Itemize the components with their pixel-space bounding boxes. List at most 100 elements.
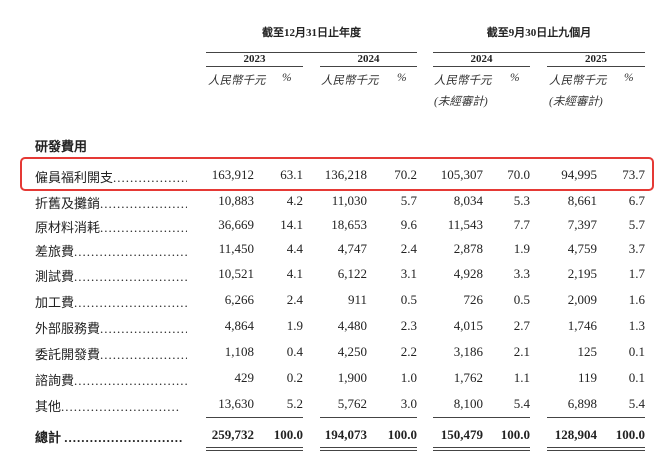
cell: 105,307: [440, 167, 483, 182]
cell: 10,883: [218, 193, 254, 208]
cell: 13,630: [218, 396, 254, 411]
cell: 5.2: [286, 396, 303, 411]
cell: 0.5: [400, 292, 417, 307]
divider: [206, 52, 417, 53]
cell: 4,928: [453, 266, 483, 281]
divider: [612, 447, 645, 448]
total-row: 總計 ............................ 259,732 …: [35, 427, 645, 445]
cell: 94,995: [561, 167, 597, 182]
cell: 100.0: [387, 427, 417, 442]
cell: 726: [463, 292, 484, 307]
cell: 6,898: [567, 396, 597, 411]
cell: 3.7: [628, 241, 645, 256]
divider: [433, 52, 645, 53]
cell: 4,015: [453, 318, 483, 333]
table-row: 測試費............................ 10,521 4.1…: [35, 266, 645, 284]
divider: [433, 66, 530, 67]
row-label: 其他: [35, 399, 62, 414]
year-2024-9m: 2024: [470, 53, 493, 65]
cell: 70.0: [507, 167, 530, 182]
divider: [320, 450, 417, 451]
divider: [320, 417, 417, 418]
divider: [497, 450, 530, 451]
cell: 10,521: [218, 266, 254, 281]
cell: 11,543: [447, 217, 483, 232]
year-2023: 2023: [243, 53, 266, 65]
cell: 2,195: [567, 266, 597, 281]
cell: 2.1: [513, 344, 530, 359]
table-row: 僱員福利開支............................163,91…: [35, 167, 645, 185]
divider: [547, 450, 645, 451]
divider: [612, 417, 645, 418]
row-label: 委託開發費: [35, 347, 101, 362]
cell: 6,266: [224, 292, 254, 307]
cell: 7.7: [513, 217, 530, 232]
cell: 0.4: [286, 344, 303, 359]
cell: 7,397: [567, 217, 597, 232]
cell: 18,653: [331, 217, 367, 232]
cell: 0.5: [513, 292, 530, 307]
unit-pct: %: [282, 72, 292, 84]
row-label: 僱員福利開支: [35, 170, 114, 185]
cell: 2.4: [286, 292, 303, 307]
cell: 8,661: [567, 193, 597, 208]
unit-pct: %: [624, 72, 634, 84]
cell: 73.7: [622, 167, 645, 182]
cell: 194,073: [324, 427, 367, 442]
table-row: 折舊及攤銷............................10,8834…: [35, 193, 645, 211]
cell: 128,904: [554, 427, 597, 442]
divider: [547, 447, 645, 448]
cell: 9.6: [400, 217, 417, 232]
section-title: 研發費用: [35, 139, 88, 154]
table-row: 原材料消耗............................36,6691…: [35, 217, 645, 235]
unit-rmb: 人民幣千元: [321, 75, 379, 87]
divider: [433, 447, 530, 448]
cell: 1.3: [628, 318, 645, 333]
table-row: 加工費............................ 6,266 2.4 9…: [35, 292, 645, 310]
cell: 100.0: [615, 427, 645, 442]
table-row: 委託開發費............................1,1080.…: [35, 344, 645, 362]
cell: 1.9: [286, 318, 303, 333]
divider: [270, 450, 303, 451]
cell: 1.9: [513, 241, 530, 256]
cell: 1.7: [628, 266, 645, 281]
cell: 2.3: [400, 318, 417, 333]
cell: 5.4: [513, 396, 530, 411]
cell: 1,762: [453, 370, 483, 385]
cell: 8,034: [453, 193, 483, 208]
cell: 5.4: [628, 396, 645, 411]
unit-rmb: 人民幣千元: [549, 75, 607, 87]
row-label: 折舊及攤銷: [35, 196, 101, 211]
header-nine-months: 截至9月30日止九個月: [486, 27, 592, 39]
cell: 1.1: [513, 370, 530, 385]
divider: [433, 450, 530, 451]
row-label: 加工費: [35, 295, 75, 310]
cell: 63.1: [280, 167, 303, 182]
unit-rmb: 人民幣千元: [208, 75, 266, 87]
divider: [547, 66, 645, 67]
cell: 4.4: [286, 241, 303, 256]
cell: 150,479: [440, 427, 483, 442]
cell: 1,108: [224, 344, 254, 359]
divider: [497, 417, 530, 418]
cell: 3.0: [400, 396, 417, 411]
row-label: 外部服務費: [35, 321, 101, 336]
divider: [384, 447, 417, 448]
cell: 4,250: [337, 344, 367, 359]
cell: 1.6: [628, 292, 645, 307]
divider: [320, 66, 417, 67]
cell: 4,480: [337, 318, 367, 333]
cell: 259,732: [211, 427, 254, 442]
divider: [206, 450, 303, 451]
cell: 2.7: [513, 318, 530, 333]
cell: 4.1: [286, 266, 303, 281]
cell: 5,762: [337, 396, 367, 411]
cell: 163,912: [211, 167, 254, 182]
divider: [206, 417, 303, 418]
cell: 429: [234, 370, 255, 385]
cell: 125: [577, 344, 598, 359]
cell: 5.7: [400, 193, 417, 208]
unit-rmb: 人民幣千元: [434, 75, 492, 87]
cell: 70.2: [394, 167, 417, 182]
table-row: 差旅費............................ 11,450 4.4…: [35, 241, 645, 259]
